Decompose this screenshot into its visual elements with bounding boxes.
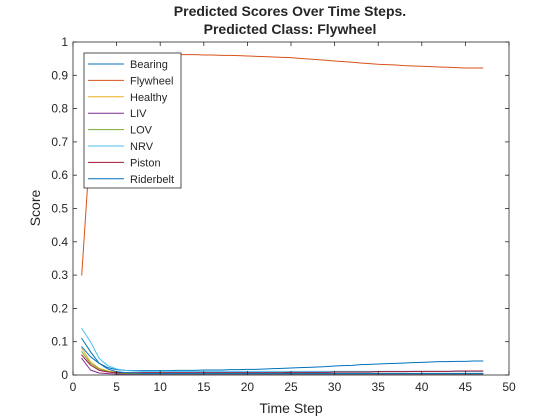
- y-tick-label: 1: [61, 35, 68, 49]
- legend-label: NRV: [130, 141, 154, 153]
- legend: Bearing Flywheel Healthy LIV LOV NRV Piston Rid…: [83, 52, 182, 189]
- y-tick-label: 0.5: [51, 202, 68, 216]
- legend-label: Healthy: [130, 92, 168, 104]
- legend-label: Bearing: [130, 59, 168, 71]
- x-tick-label: 20: [241, 380, 255, 394]
- series-line-bearing: [81, 346, 484, 372]
- y-tick-label: 0: [61, 368, 68, 382]
- chart-title-line-2: Predicted Class: Flywheel: [204, 21, 377, 37]
- y-tick-label: 0.8: [51, 102, 68, 116]
- x-tick-label: 25: [284, 380, 298, 394]
- x-tick-label: 40: [415, 380, 429, 394]
- y-tick-label: 0.1: [51, 335, 68, 349]
- x-tick-label: 0: [70, 380, 77, 394]
- legend-box: [83, 52, 182, 189]
- x-axis-label: Time Step: [259, 400, 322, 416]
- y-tick-label: 0.6: [51, 168, 68, 182]
- chart-title-line-1: Predicted Scores Over Time Steps.: [174, 3, 406, 19]
- legend-label: LIV: [130, 108, 147, 120]
- x-tick-label: 10: [154, 380, 168, 394]
- legend-label: Piston: [130, 157, 161, 169]
- y-tick-label: 0.7: [51, 135, 68, 149]
- y-tick-label: 0.4: [51, 235, 68, 249]
- series-line-piston: [81, 354, 484, 374]
- x-tick-label: 45: [459, 380, 473, 394]
- legend-label: Flywheel: [130, 75, 173, 87]
- y-tick-label: 0.9: [51, 68, 68, 82]
- y-tick-label: 0.2: [51, 301, 68, 315]
- y-tick-label: 0.3: [51, 268, 68, 282]
- x-tick-label: 35: [372, 380, 386, 394]
- series-line-riderbelt: [81, 337, 484, 374]
- x-tick-label: 5: [113, 380, 120, 394]
- x-tick-label: 15: [197, 380, 211, 394]
- x-tick-label: 50: [502, 380, 516, 394]
- ticks-layer: 0 5 10 15 20 25 30 35 40 45 50 0 0.1 0.2 0.3 0.4 0.5 0.6 0…: [51, 35, 516, 394]
- legend-label: Riderbelt: [130, 174, 174, 186]
- x-tick-label: 30: [328, 380, 342, 394]
- y-axis-label: Score: [27, 190, 43, 227]
- legend-label: LOV: [130, 125, 153, 137]
